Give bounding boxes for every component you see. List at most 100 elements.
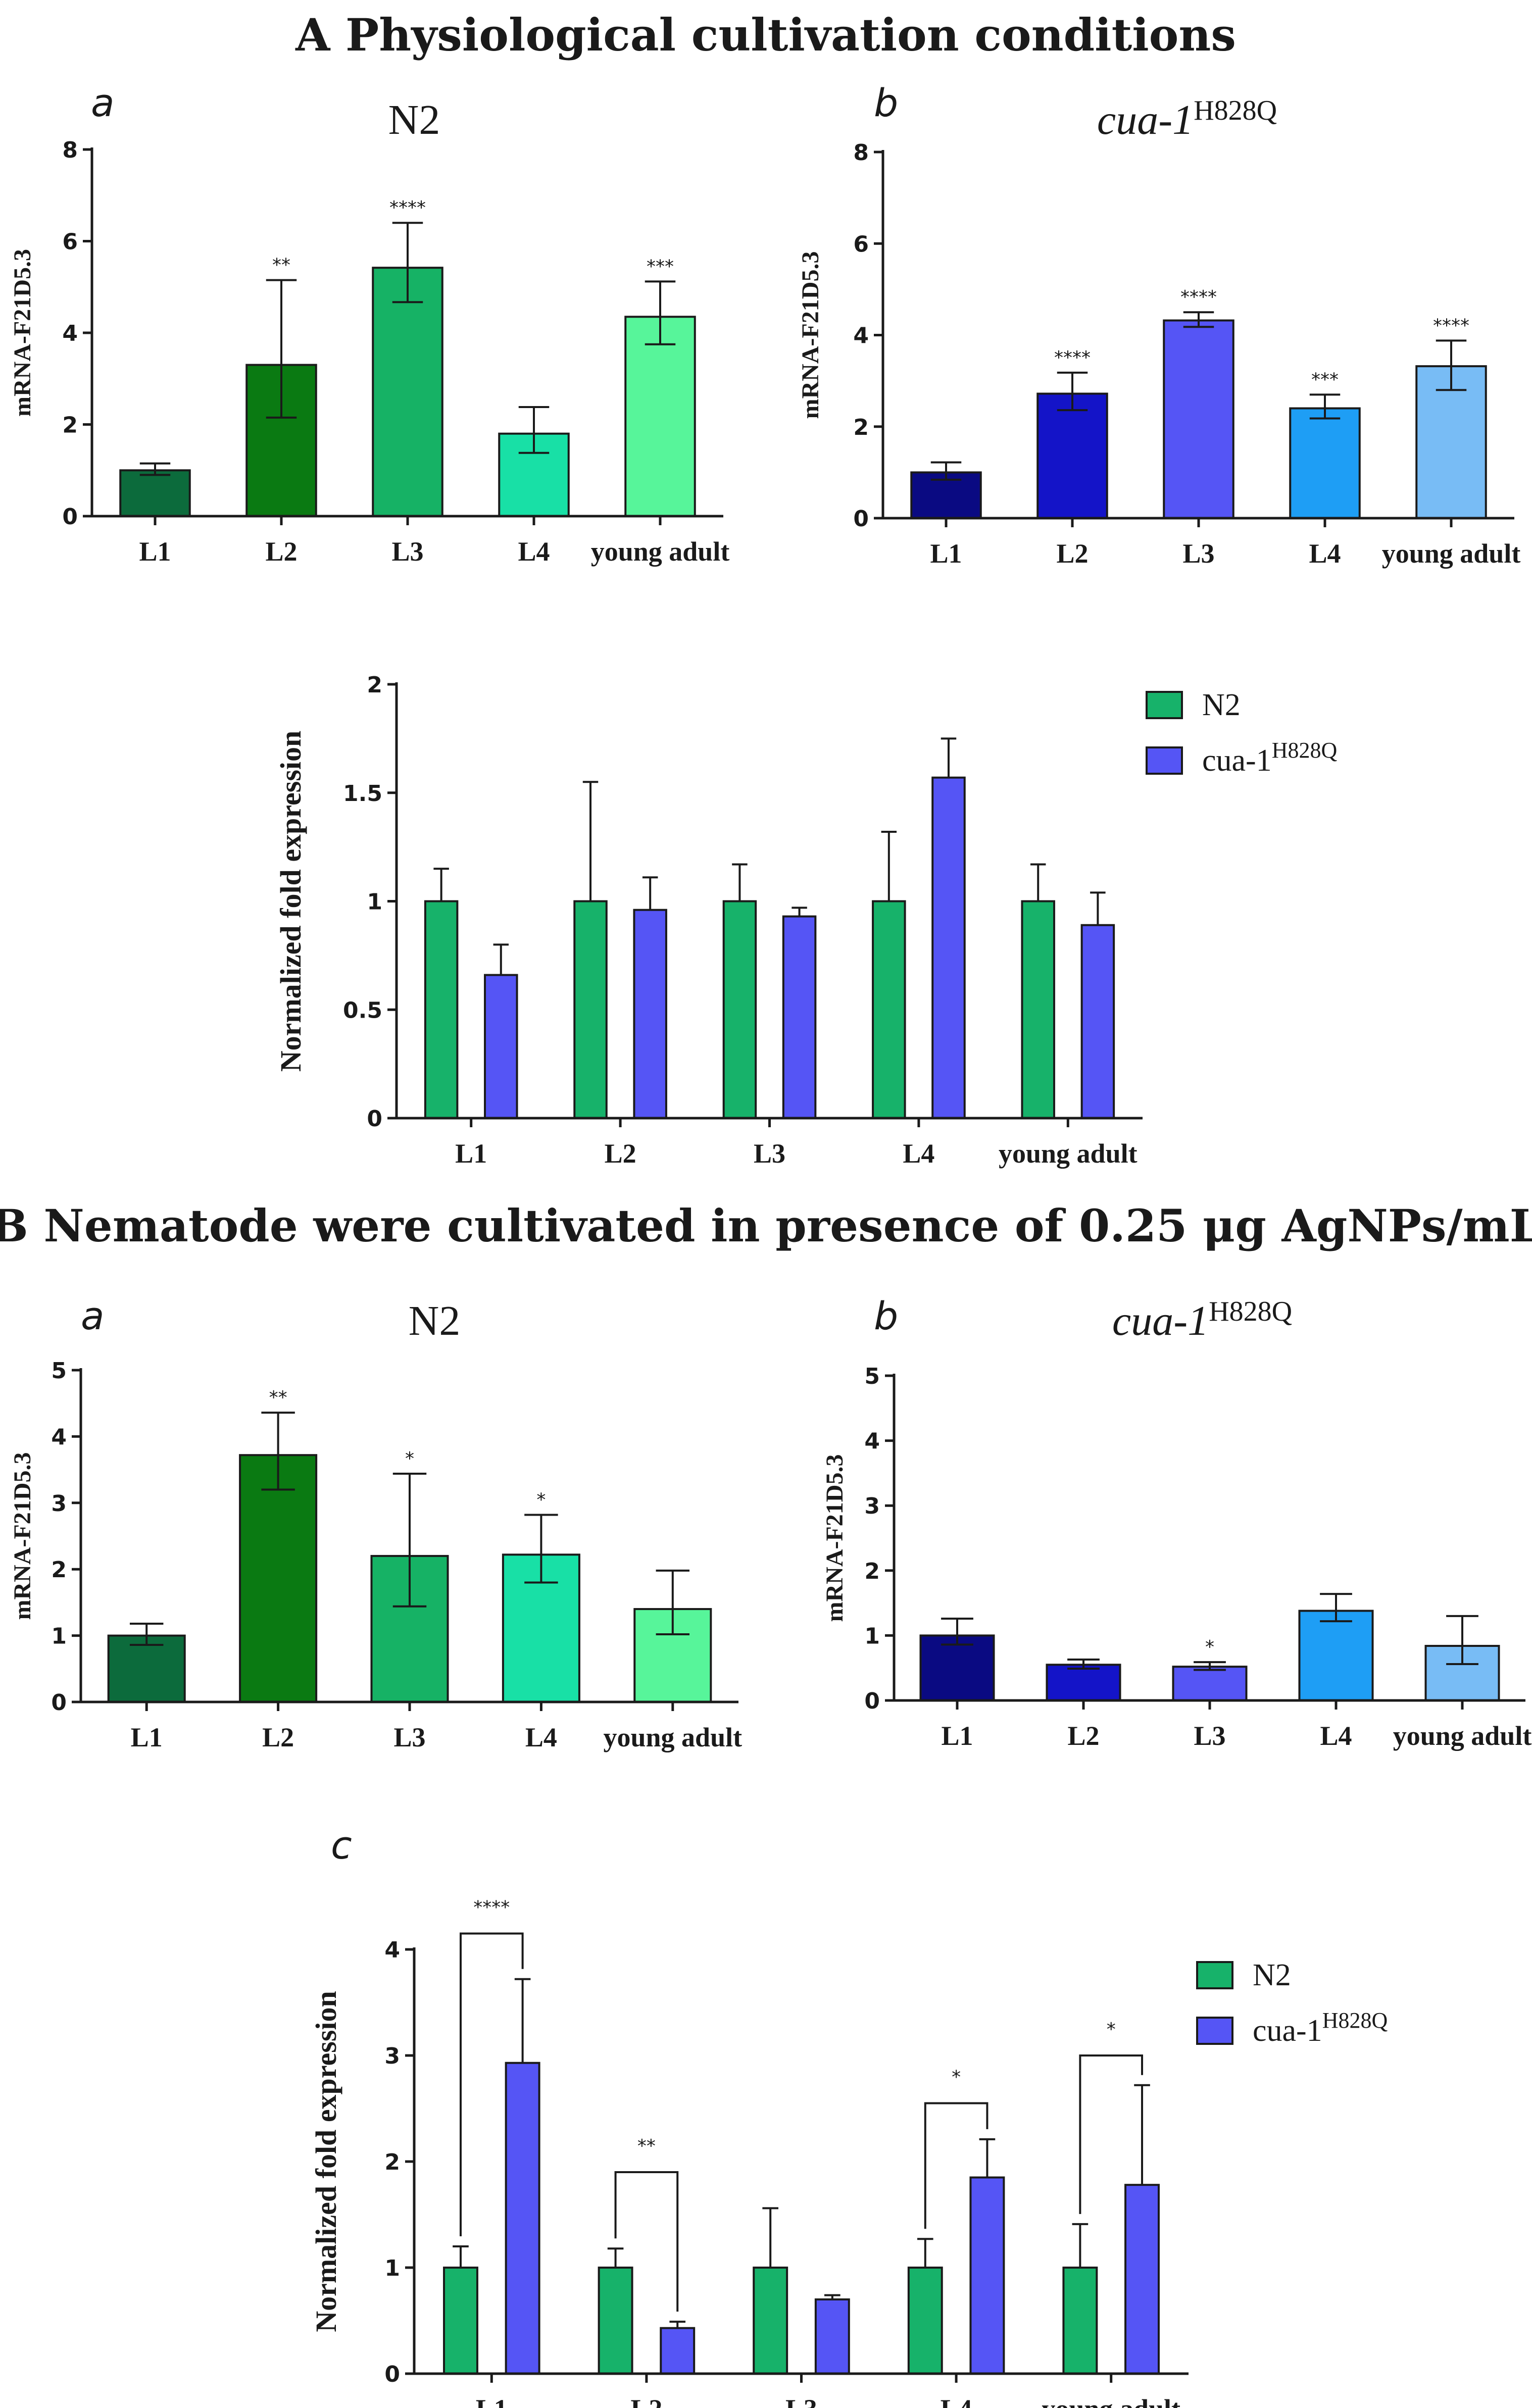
bar-mutant [969, 2176, 1005, 2375]
significance-label: * [536, 1489, 546, 1510]
legend-label: cua-1H828Q [1253, 2008, 1388, 2048]
x-tick-label: L1 [455, 1138, 487, 1169]
bar-n2 [573, 900, 608, 1119]
x-tick-label: L1 [139, 536, 171, 567]
bar [1415, 365, 1487, 519]
bar [1046, 1664, 1121, 1702]
bar [372, 267, 443, 517]
significance-label: ** [272, 255, 290, 276]
significance-label: **** [1180, 287, 1217, 308]
bar-n2 [872, 900, 906, 1119]
y-axis-title: Normalized fold expression [274, 731, 307, 1072]
y-tick-label: 8 [853, 140, 869, 166]
significance-bracket [614, 2171, 679, 2312]
legend-label: cua-1H828Q [1202, 738, 1337, 778]
y-tick-label: 3 [51, 1491, 67, 1517]
y-tick-label: 1 [864, 1623, 880, 1649]
y-tick-label: 0 [864, 1688, 880, 1714]
y-tick-label: 4 [384, 1937, 400, 1963]
y-tick-label: 1 [51, 1624, 67, 1649]
bar [119, 469, 191, 517]
bar [107, 1634, 186, 1703]
y-tick-label: 2 [367, 672, 382, 698]
y-axis-title: mRNA-F21D5.3 [9, 1452, 36, 1620]
bar-n2 [1062, 2267, 1098, 2375]
section-a-title: A Physiological cultivation conditions [295, 9, 1236, 61]
y-tick-label: 3 [864, 1493, 880, 1519]
panel-label: a [81, 1293, 105, 1338]
significance-label: **** [473, 1897, 510, 1918]
significance-bracket [924, 2102, 989, 2229]
legend-label: N2 [1202, 688, 1241, 722]
y-tick-label: 0 [62, 504, 78, 530]
y-tick-label: 1 [367, 889, 382, 915]
bar [1172, 1666, 1248, 1701]
x-tick-label: L3 [391, 536, 423, 567]
y-tick-label: 4 [51, 1424, 67, 1450]
x-tick-label: L4 [1309, 538, 1341, 569]
x-tick-label: L2 [1056, 538, 1088, 569]
significance-label: **** [1054, 347, 1091, 368]
x-tick-label: L1 [131, 1722, 163, 1752]
x-tick-label: young adult [591, 536, 730, 567]
y-tick-label: 2 [51, 1557, 67, 1583]
significance-bracket [1079, 2054, 1144, 2214]
bar [1289, 407, 1361, 519]
y-tick-label: 1.5 [343, 781, 382, 807]
significance-label: *** [1311, 369, 1339, 390]
bar-n2 [598, 2267, 633, 2375]
legend: N2 cua-1H828Q [1196, 1958, 1388, 2048]
bar [245, 364, 317, 518]
y-tick-label: 2 [62, 413, 78, 438]
x-tick-label: L2 [265, 536, 297, 567]
significance-label: * [1107, 2019, 1116, 2040]
y-tick-label: 0 [51, 1690, 67, 1716]
y-tick-label: 2 [853, 415, 869, 440]
bar [1298, 1610, 1374, 1701]
y-tick-label: 6 [62, 229, 78, 255]
panel-label: b [874, 80, 898, 125]
panel-label: b [874, 1293, 898, 1338]
x-tick-label: L4 [1320, 1721, 1352, 1751]
panel-title: cua-1H828Q [1097, 95, 1277, 143]
y-tick-label: 4 [853, 323, 869, 349]
legend-swatch [1196, 2017, 1233, 2045]
bar-n2 [443, 2267, 478, 2375]
bar-n2 [722, 900, 757, 1119]
y-axis-title: mRNA-F21D5.3 [797, 252, 824, 419]
bar [624, 316, 696, 517]
x-tick-label: L4 [941, 2394, 972, 2408]
y-tick-label: 0 [853, 506, 869, 532]
legend-swatch [1196, 1961, 1233, 1989]
x-tick-label: L3 [1182, 538, 1214, 569]
y-tick-label: 1 [384, 2255, 400, 2281]
bar [239, 1454, 318, 1703]
y-tick-label: 4 [62, 321, 78, 346]
x-tick-label: L2 [605, 1138, 636, 1169]
significance-label: * [1205, 1637, 1214, 1658]
bar-mutant [782, 915, 817, 1119]
bar-mutant [484, 974, 518, 1120]
significance-label: * [405, 1448, 414, 1469]
panel-label: c [331, 1823, 352, 1868]
bar-n2 [907, 2267, 943, 2375]
x-tick-label: L3 [754, 1138, 785, 1169]
y-tick-label: 3 [384, 2043, 400, 2069]
x-tick-label: L1 [930, 538, 962, 569]
x-tick-label: young adult [603, 1722, 742, 1752]
bar-mutant [931, 776, 966, 1120]
bar-n2 [753, 2267, 788, 2375]
bar-mutant [505, 2062, 540, 2375]
bar-mutant [814, 2298, 850, 2375]
x-tick-label: L2 [1067, 1721, 1099, 1751]
y-tick-label: 5 [51, 1358, 67, 1384]
y-tick-label: 2 [384, 2149, 400, 2175]
bar [1163, 319, 1234, 519]
x-tick-label: young adult [999, 1138, 1138, 1169]
legend: N2 cua-1H828Q [1146, 688, 1337, 778]
significance-bracket [459, 1932, 524, 2236]
bar [1036, 392, 1108, 519]
significance-label: * [952, 2067, 961, 2088]
